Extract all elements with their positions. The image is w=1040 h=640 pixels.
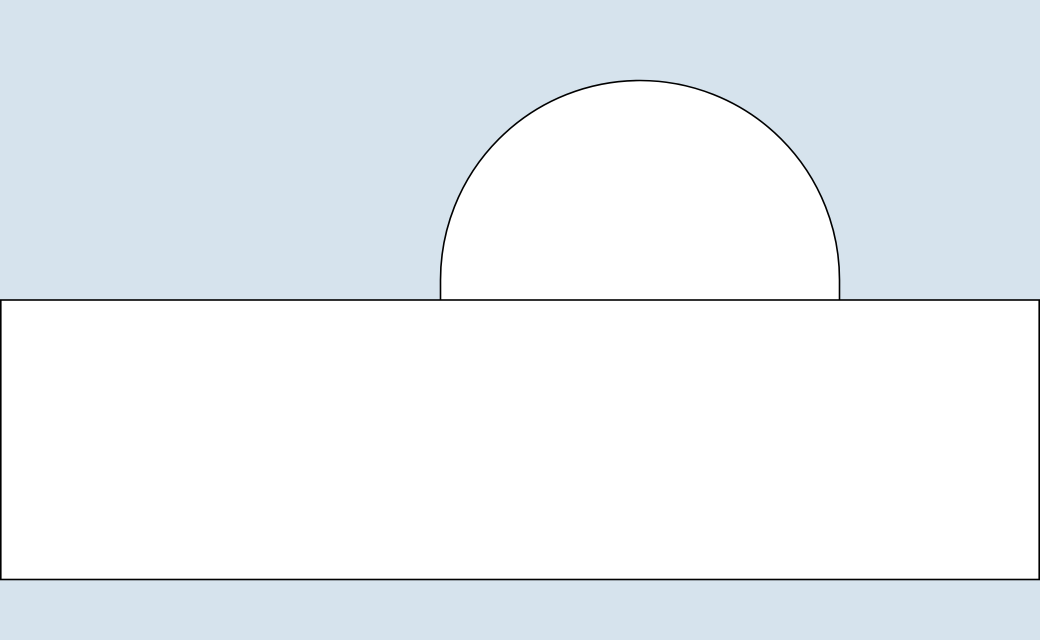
half-circle-shape — [439, 79, 841, 300]
rectangle-shape — [0, 299, 1040, 581]
